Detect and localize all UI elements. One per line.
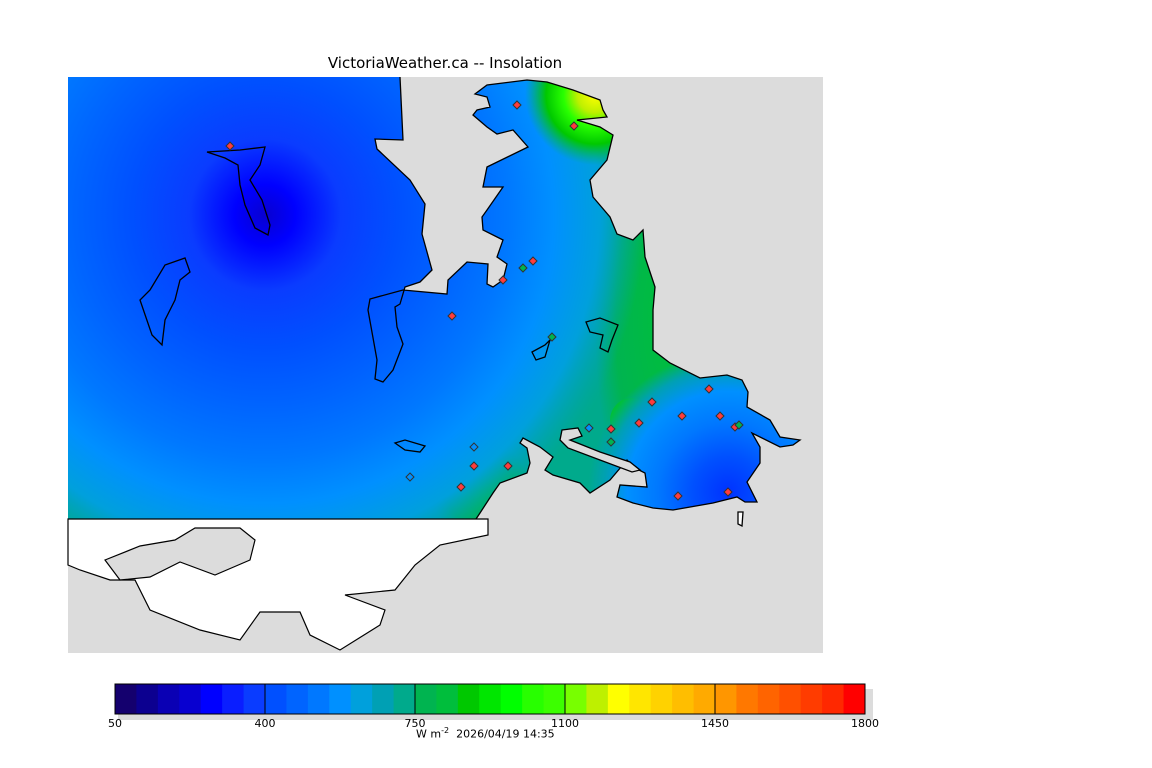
colorbar-tick-label: 1800	[851, 717, 879, 730]
colorbar-swatch	[179, 684, 202, 714]
coastline	[367, 76, 802, 520]
colorbar-swatch	[350, 684, 373, 714]
colorbar-swatch	[629, 684, 652, 714]
weather-stations	[225, 100, 744, 501]
colorbar-swatch	[115, 684, 137, 714]
colorbar-swatch	[222, 684, 245, 714]
station-marker	[704, 384, 714, 394]
island	[393, 439, 427, 453]
colorbar: 50 400 750 1100 1450 1800	[108, 683, 879, 730]
colorbar-swatch	[436, 684, 459, 714]
station-marker	[723, 487, 733, 497]
colorbar-tick-label: 750	[405, 717, 426, 730]
colorbar-swatch	[329, 684, 352, 714]
colorbar-tick-label: 1100	[551, 717, 579, 730]
colorbar-swatch	[822, 684, 845, 714]
colorbar-swatch	[843, 684, 866, 714]
colorbar-frame	[114, 683, 866, 715]
map-title: VictoriaWeather.ca -- Insolation	[327, 54, 563, 72]
colorbar-swatch	[200, 684, 223, 714]
colorbar-swatch	[243, 684, 266, 714]
colorbar-swatch	[393, 684, 416, 714]
colorbar-swatch	[715, 684, 737, 714]
island	[737, 511, 744, 528]
station-marker	[634, 418, 644, 428]
units-base: W m	[416, 727, 442, 741]
coastlines	[139, 76, 802, 528]
colorbar-swatch	[415, 684, 437, 714]
colorbar-swatch	[736, 684, 759, 714]
colorbar-swatch	[586, 684, 609, 714]
station-marker	[528, 256, 538, 266]
colorbar-swatch	[757, 684, 780, 714]
colorbar-tick-label: 1450	[701, 717, 729, 730]
colorbar-swatch	[457, 684, 480, 714]
station-marker	[498, 275, 508, 285]
station-marker	[673, 491, 683, 501]
colorbar-units-label: W m-2 2026/04/19 14:35	[416, 726, 555, 741]
station-marker	[584, 423, 594, 433]
station-marker	[503, 461, 513, 471]
station-marker	[456, 482, 466, 492]
colorbar-swatch	[672, 684, 695, 714]
colorbar-swatch	[522, 684, 545, 714]
colorbar-tick-label: 50	[108, 717, 122, 730]
colorbar-swatch	[479, 684, 502, 714]
colorbar-swatch	[779, 684, 802, 714]
station-marker	[469, 461, 479, 471]
station-marker	[647, 397, 657, 407]
station-marker	[606, 424, 616, 434]
water-inlet	[104, 527, 256, 581]
station-marker	[469, 442, 479, 452]
colorbar-swatch	[565, 684, 587, 714]
station-marker	[405, 472, 415, 482]
colorbar-swatch	[136, 684, 159, 714]
island	[139, 257, 191, 347]
inlet	[559, 427, 642, 473]
units-exponent: -2	[441, 726, 450, 735]
colorbar-swatch	[693, 684, 716, 714]
station-marker	[677, 411, 687, 421]
station-marker	[715, 411, 725, 421]
colorbar-swatch	[157, 684, 180, 714]
island	[585, 317, 619, 353]
station-marker	[225, 141, 235, 151]
colorbar-swatch	[500, 684, 523, 714]
colorbar-swatch	[607, 684, 630, 714]
timestamp: 2026/04/19 14:35	[456, 727, 555, 741]
colorbar-swatch	[372, 684, 395, 714]
island	[531, 339, 551, 361]
station-marker	[734, 420, 744, 430]
colorbar-swatch	[265, 684, 287, 714]
colorbar-swatch	[800, 684, 823, 714]
colorbar-swatch	[286, 684, 309, 714]
station-marker	[518, 263, 528, 273]
station-marker	[569, 121, 579, 131]
station-marker	[606, 437, 616, 447]
station-marker	[547, 332, 557, 342]
station-marker	[447, 311, 457, 321]
colorbar-swatch	[650, 684, 673, 714]
colorbar-tick-label: 400	[255, 717, 276, 730]
colorbar-swatch	[307, 684, 330, 714]
island	[206, 146, 271, 236]
station-marker	[512, 100, 522, 110]
colorbar-swatch	[543, 684, 566, 714]
